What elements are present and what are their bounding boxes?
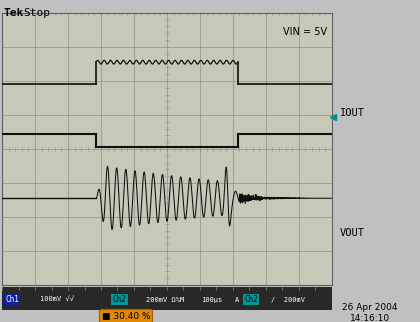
Text: 100mV √√: 100mV √√ — [40, 297, 74, 303]
Text: 14:16:10: 14:16:10 — [349, 314, 390, 322]
Text: ■ 30.40 %: ■ 30.40 % — [102, 312, 150, 321]
Text: VIN = 5V: VIN = 5V — [283, 27, 327, 37]
Text: 100μs: 100μs — [202, 297, 223, 303]
Text: Stop: Stop — [23, 8, 50, 18]
Text: ∕  200mV: ∕ 200mV — [271, 297, 305, 303]
Text: Ch1: Ch1 — [5, 295, 19, 304]
Text: 26 Apr 2004: 26 Apr 2004 — [342, 303, 397, 312]
Text: 200mV Ω%M: 200mV Ω%M — [145, 297, 184, 303]
Text: A: A — [234, 297, 239, 303]
Text: IOUT: IOUT — [340, 108, 365, 118]
Text: Ch2: Ch2 — [244, 295, 258, 304]
Text: Ch2: Ch2 — [113, 295, 126, 304]
Text: Tek: Tek — [3, 8, 24, 18]
Text: VOUT: VOUT — [340, 228, 365, 239]
